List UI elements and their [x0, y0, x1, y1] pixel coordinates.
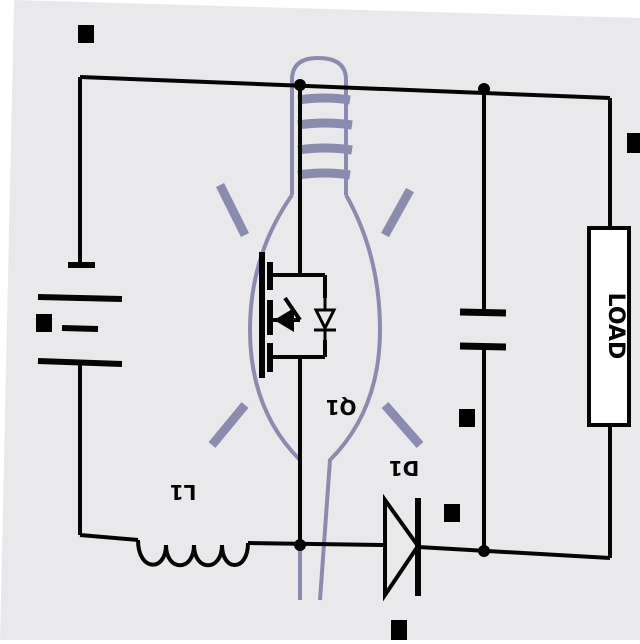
diode-symbol — [383, 493, 421, 602]
mosfet-arrow — [274, 308, 294, 332]
diode-label: D1 — [389, 456, 420, 480]
noise-patches — [36, 25, 640, 640]
capacitor-symbol — [459, 308, 507, 351]
inductor-coil — [136, 539, 250, 568]
body-diode — [313, 298, 337, 340]
battery-symbol — [37, 262, 123, 367]
junction-dots — [294, 79, 490, 557]
load-box — [587, 226, 631, 427]
page-edge — [0, 0, 14, 640]
inductor-label: L1 — [170, 480, 197, 504]
circuit-wires — [78, 75, 612, 560]
transistor-label: Q1 — [326, 395, 357, 419]
light-bulb-icon — [208, 55, 424, 601]
load-label: LOAD — [603, 293, 628, 360]
mosfet-symbol — [259, 252, 327, 378]
